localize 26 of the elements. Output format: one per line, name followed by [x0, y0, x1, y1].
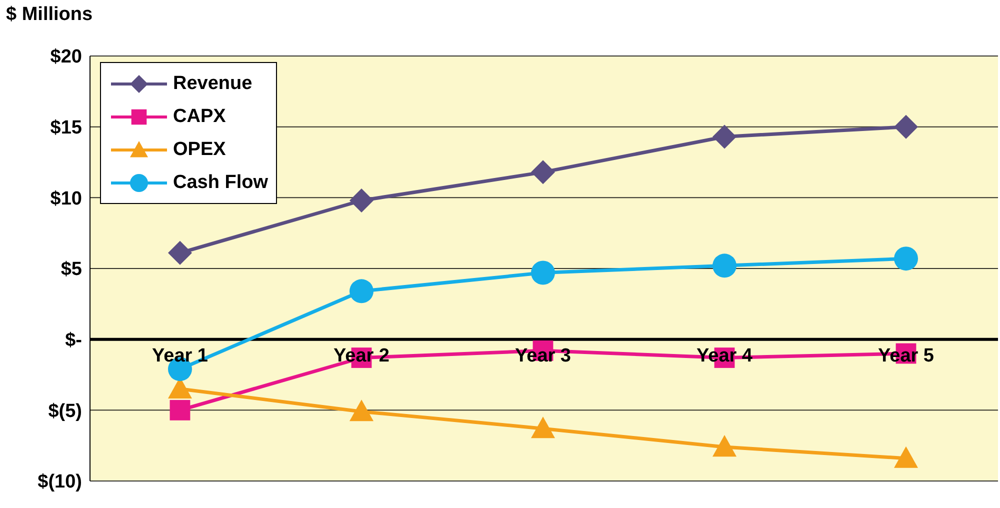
y-tick-label: $(5): [48, 400, 82, 422]
y-tick-label: $10: [50, 188, 82, 210]
y-tick-label: $5: [60, 259, 82, 280]
point: [350, 279, 374, 304]
legend-label: Revenue: [173, 72, 252, 94]
point: [531, 160, 555, 184]
legend-label: Cash Flow: [173, 172, 268, 194]
point: [712, 254, 736, 278]
point: [712, 435, 736, 457]
point: [168, 240, 192, 265]
y-tick-label: $-: [65, 330, 82, 352]
point: [531, 416, 555, 438]
point: [894, 114, 918, 139]
point: [894, 446, 918, 468]
y-axis-title: $ Millions: [6, 4, 93, 26]
point: [350, 188, 374, 212]
legend-label: OPEX: [173, 138, 226, 160]
y-tick-label: $(10): [38, 472, 82, 493]
legend-label: CAPX: [173, 106, 226, 128]
y-tick-label: $20: [50, 46, 82, 68]
y-tick-label: $15: [50, 118, 82, 139]
point: [170, 400, 190, 420]
point: [350, 400, 374, 422]
point: [894, 246, 918, 271]
point: [531, 260, 555, 285]
point: [712, 124, 736, 149]
